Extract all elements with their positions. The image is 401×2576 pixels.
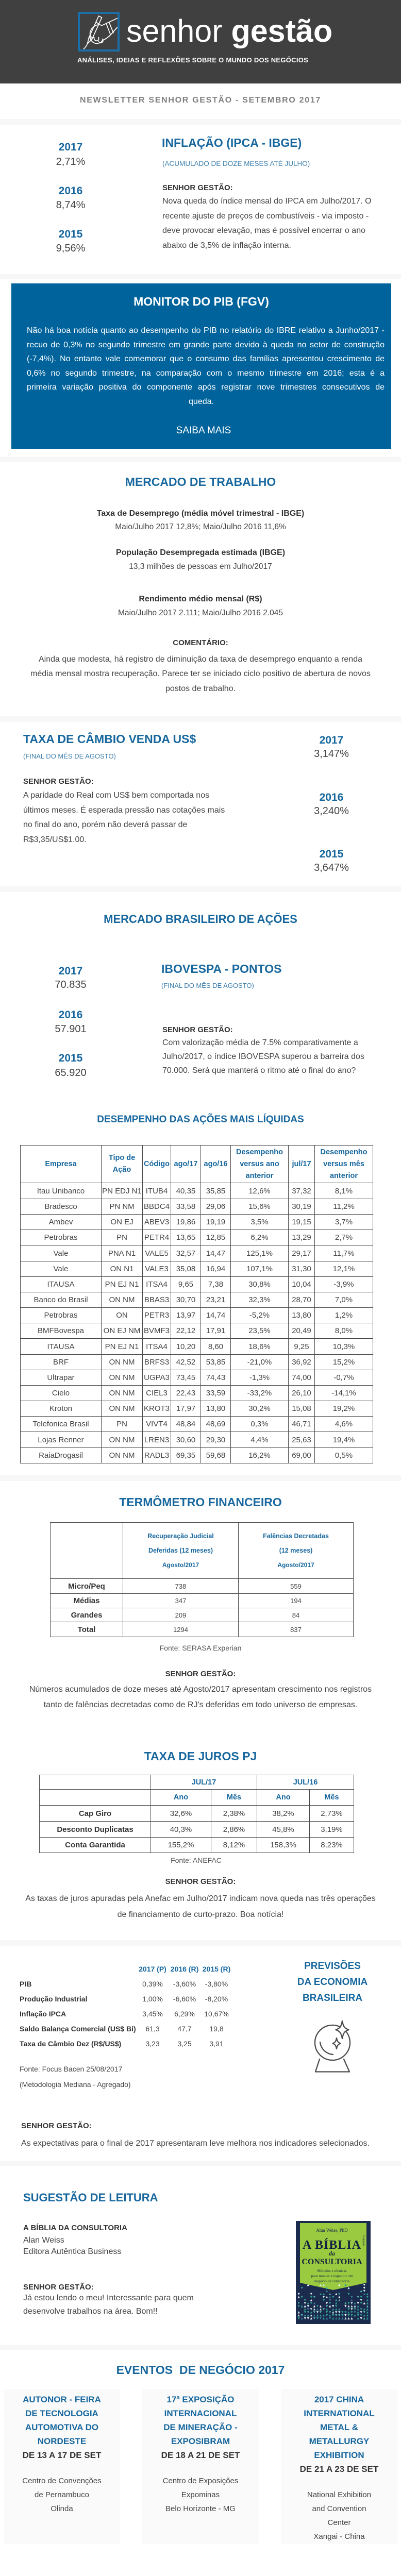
svg-text:autêntica: autêntica <box>362 2235 365 2246</box>
svg-text:Métodos e técnicas: Métodos e técnicas <box>317 2268 347 2273</box>
svg-text:Alan Weiss, PhD: Alan Weiss, PhD <box>316 2228 348 2233</box>
svg-text:da: da <box>329 2250 335 2257</box>
svg-text:negócio de consultoria: negócio de consultoria <box>314 2279 350 2283</box>
svg-text:CONSULTORIA: CONSULTORIA <box>302 2258 362 2266</box>
svg-text:para montar e expandir um: para montar e expandir um <box>311 2274 353 2278</box>
svg-text:A BÍBLIA: A BÍBLIA <box>303 2238 361 2252</box>
